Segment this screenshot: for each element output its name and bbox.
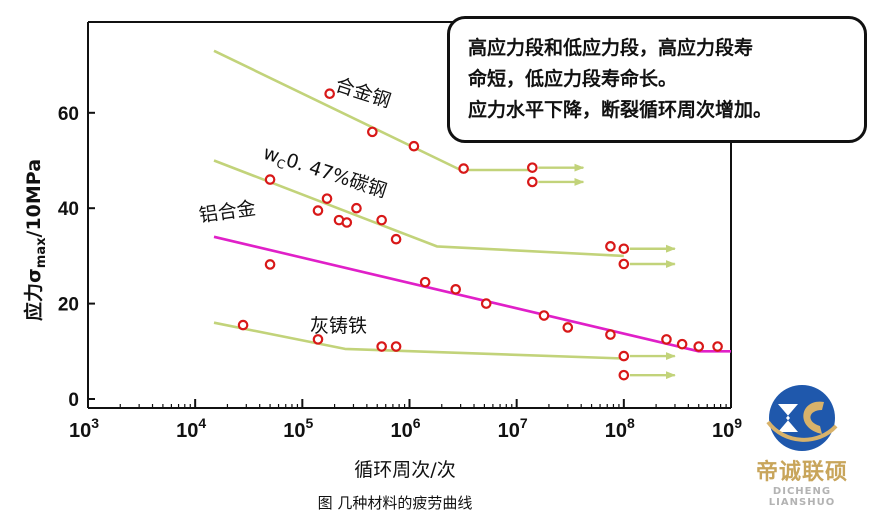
- x-tick-label: 106: [390, 415, 420, 442]
- y-tick-label: 20: [58, 295, 79, 316]
- curves: [213, 49, 731, 381]
- data-point: [408, 140, 420, 152]
- data-point: [618, 350, 630, 362]
- data-point: [458, 163, 469, 174]
- data-point: [376, 341, 387, 352]
- x-axis-title: 循环周次/次: [354, 459, 455, 481]
- data-point: [661, 334, 672, 345]
- annotation-line-1: 高应力段和低应力段，高应力段寿: [468, 37, 754, 59]
- annotation-box: 高应力段和低应力段，高应力段寿 命短，低应力段寿命长。 应力水平下降，断裂循环周…: [447, 16, 867, 143]
- data-point: [419, 276, 431, 288]
- x-tick-label: 109: [712, 415, 742, 442]
- x-tick-label: 107: [498, 415, 528, 442]
- series-4: [213, 319, 676, 381]
- series-label-gray-cast-iron: 灰铸铁: [310, 315, 367, 337]
- series-label-alloy-steel: 合金钢: [332, 74, 393, 113]
- data-point: [312, 205, 324, 216]
- y-tick-label: 40: [58, 199, 79, 220]
- logo-emblem-icon: [766, 385, 838, 451]
- annotation-line-2: 命短，低应力段寿命长。: [468, 68, 678, 90]
- series-line: [213, 159, 624, 258]
- data-point: [693, 341, 705, 352]
- series-3: [213, 235, 731, 353]
- data-point: [676, 338, 688, 350]
- series-line: [213, 321, 624, 360]
- axes: 0 20 40 60 103 104 105 106 107 108 109 循环周次/次 应力σmax…: [22, 21, 742, 481]
- y-axis-title: 应力σmax/10MPa: [22, 159, 49, 321]
- series-label-aluminum-alloy: 铝合金: [198, 197, 258, 227]
- figure-caption: 图 几种材料的疲劳曲线: [317, 494, 473, 512]
- data-point: [237, 319, 249, 331]
- series-line: [213, 235, 731, 353]
- data-point: [562, 322, 574, 333]
- y-tick-label: 60: [58, 104, 79, 125]
- series-2: [213, 159, 676, 270]
- data-point: [321, 193, 333, 204]
- x-tick-label: 104: [176, 415, 206, 442]
- data-point: [264, 174, 276, 185]
- data-point: [618, 243, 630, 255]
- x-tick-label: 103: [69, 415, 99, 442]
- logo-name: 帝诚联硕: [755, 460, 848, 485]
- data-point: [527, 162, 538, 173]
- data-point: [324, 88, 335, 100]
- company-logo: 帝诚联硕 DICHENG LIANSHUO: [738, 382, 878, 522]
- data-point: [341, 217, 353, 228]
- data-point: [527, 176, 538, 188]
- data-point: [480, 298, 492, 309]
- data-point: [618, 369, 630, 381]
- logo-subtitle: DICHENG LIANSHUO: [768, 486, 836, 508]
- x-tick-label: 105: [283, 415, 313, 442]
- data-point: [605, 329, 616, 340]
- data-point: [618, 258, 630, 270]
- data-point: [312, 334, 324, 345]
- y-tick-label: 0: [68, 390, 79, 411]
- x-tick-label: 108: [605, 415, 635, 442]
- data-point: [538, 310, 550, 321]
- data-point: [390, 341, 402, 352]
- data-point: [450, 283, 462, 295]
- data-point: [605, 241, 616, 252]
- data-point: [376, 214, 387, 226]
- data-point: [390, 233, 402, 245]
- data-point: [367, 126, 378, 138]
- data-point: [712, 341, 723, 352]
- data-point: [264, 259, 276, 270]
- annotation-line-3: 应力水平下降，断裂循环周次增加。: [468, 99, 773, 121]
- data-point: [351, 202, 362, 214]
- series-1: [213, 49, 585, 188]
